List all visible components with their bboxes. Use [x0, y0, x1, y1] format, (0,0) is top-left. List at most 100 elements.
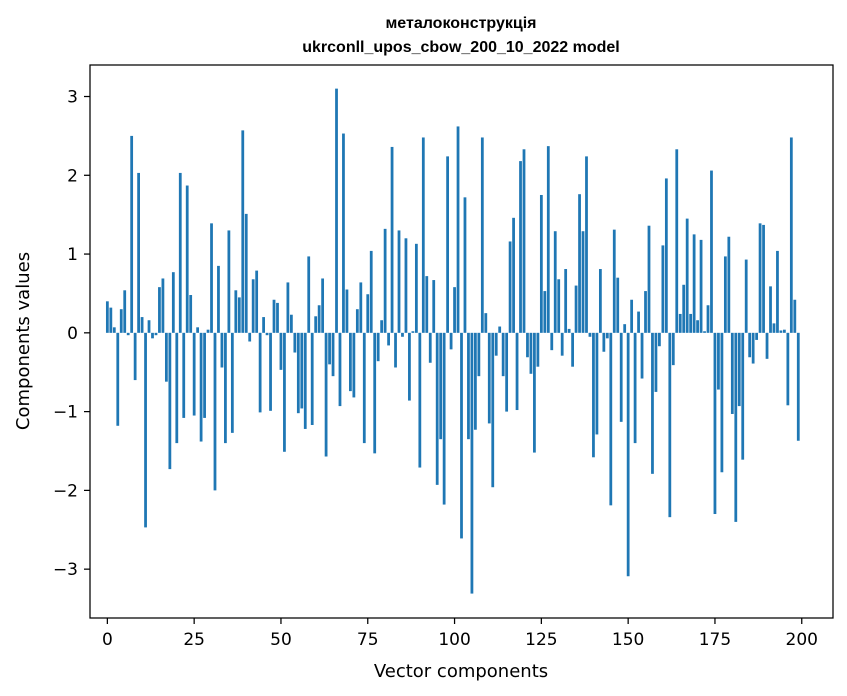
bar: [112, 327, 116, 333]
bar: [633, 332, 637, 444]
bar: [168, 332, 172, 470]
bar: [717, 332, 720, 390]
bar: [119, 309, 123, 333]
bar: [237, 297, 241, 333]
bar: [651, 332, 654, 474]
bar: [328, 332, 331, 365]
bar: [616, 277, 620, 333]
bar: [730, 332, 734, 414]
bar: [262, 317, 265, 333]
bar: [220, 332, 224, 368]
y-tick-label: −2: [53, 481, 78, 501]
bar: [703, 331, 706, 333]
bar: [647, 225, 651, 333]
bar: [161, 278, 165, 333]
bar: [158, 287, 161, 333]
bar: [543, 291, 547, 333]
bar: [352, 332, 356, 398]
bar: [664, 178, 668, 333]
bar: [286, 282, 290, 333]
y-tick-label: −1: [53, 403, 78, 423]
bar: [678, 313, 682, 333]
bar: [574, 285, 578, 333]
bar: [720, 332, 724, 473]
bar: [796, 332, 800, 441]
bar: [241, 130, 245, 333]
bar: [793, 299, 797, 333]
bar: [401, 332, 404, 337]
bar: [414, 243, 418, 333]
bar: [296, 332, 300, 414]
bar: [300, 332, 304, 409]
bar: [425, 276, 429, 333]
bar: [140, 317, 144, 333]
bar: [307, 256, 311, 333]
bar: [397, 230, 401, 333]
bar: [230, 332, 234, 433]
bar: [571, 332, 574, 367]
bar: [588, 332, 592, 337]
bar: [369, 250, 373, 333]
bar: [533, 332, 536, 453]
bar: [411, 331, 415, 333]
bar: [359, 282, 363, 333]
bar: [314, 316, 318, 333]
bar: [349, 332, 352, 392]
bar: [484, 313, 488, 333]
bar: [432, 280, 436, 333]
bar: [446, 156, 449, 333]
bar: [727, 236, 731, 333]
bar: [508, 241, 512, 333]
bar: [522, 149, 526, 333]
bar: [435, 332, 439, 485]
chart-title: металоконструкція: [385, 15, 536, 32]
x-tick-label: 200: [786, 630, 818, 650]
bar: [789, 137, 793, 333]
bar: [453, 287, 456, 333]
bar: [133, 332, 137, 381]
x-tick-label: 125: [525, 630, 557, 650]
bar: [182, 332, 186, 418]
chart-subtitle: ukrconll_upos_cbow_200_10_2022 model: [302, 39, 619, 56]
bar: [192, 332, 196, 416]
bar: [321, 278, 325, 333]
bar: [147, 320, 151, 333]
bar: [449, 332, 453, 350]
bar: [668, 332, 672, 518]
bar: [609, 332, 613, 506]
bar: [762, 224, 765, 333]
bar: [463, 197, 467, 333]
plot-frame: [89, 64, 834, 619]
bar: [581, 231, 585, 333]
bar: [776, 250, 779, 333]
x-tick-label: 25: [183, 630, 205, 650]
x-tick-label: 175: [699, 630, 731, 650]
bar: [331, 332, 335, 377]
x-tick-label: 100: [438, 630, 470, 650]
bar: [501, 332, 505, 377]
y-tick-label: 1: [67, 245, 78, 265]
bar: [494, 332, 498, 356]
bar: [289, 314, 293, 333]
bar: [536, 332, 540, 367]
bar: [783, 329, 786, 333]
bar: [345, 289, 349, 333]
bar: [644, 291, 647, 333]
bar: [421, 137, 425, 333]
bar: [234, 290, 238, 333]
x-tick-label: 150: [612, 630, 644, 650]
bar: [366, 294, 370, 333]
bar: [765, 332, 769, 359]
bar: [661, 245, 665, 333]
bar: [560, 332, 564, 356]
bar: [258, 332, 262, 413]
y-tick-label: 2: [67, 166, 78, 186]
bar: [283, 332, 286, 452]
bar: [224, 332, 227, 444]
bar: [376, 332, 380, 362]
bar: [550, 332, 554, 351]
bar: [539, 194, 543, 333]
bar: [380, 320, 384, 333]
y-tick-label: −3: [53, 560, 78, 580]
